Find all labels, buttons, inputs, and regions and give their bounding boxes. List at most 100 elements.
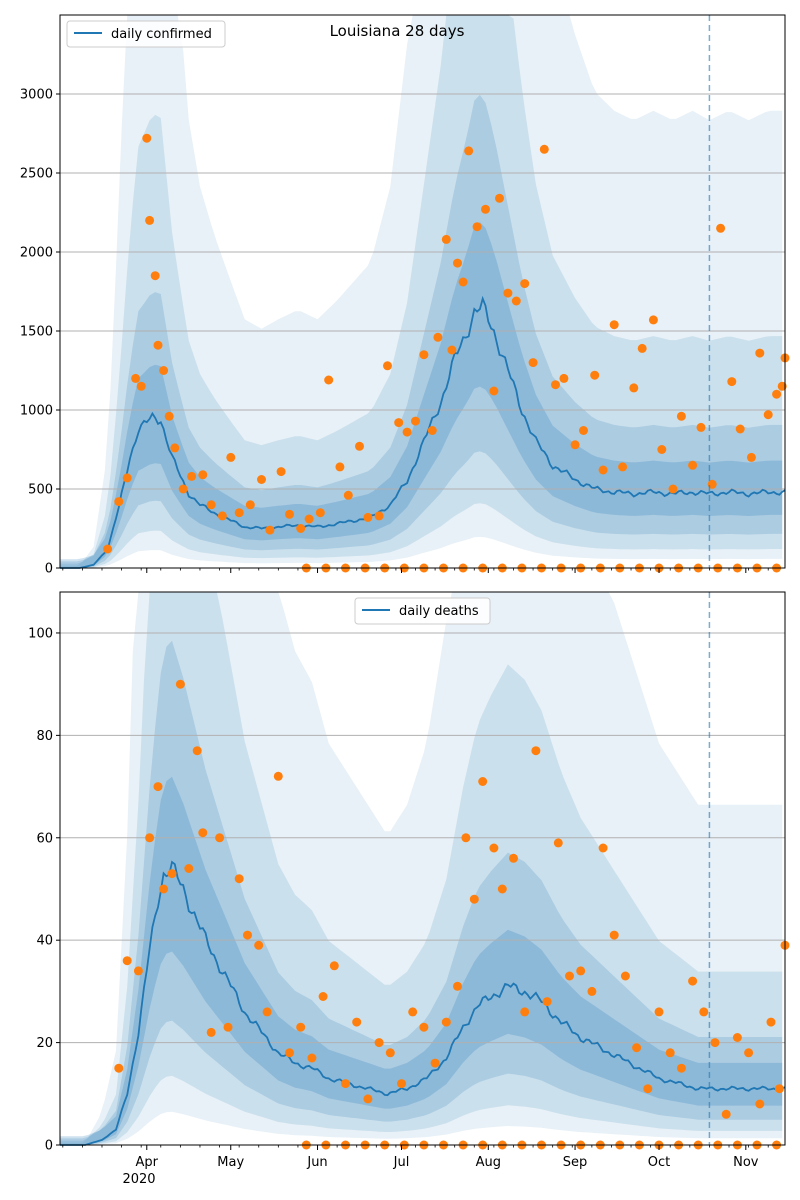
observed-point — [637, 343, 647, 353]
observed-point — [576, 966, 586, 976]
observed-point — [598, 843, 608, 853]
y-tick-label: 3000 — [20, 88, 53, 103]
observed-point — [363, 512, 373, 522]
observed-point — [363, 1094, 373, 1104]
observed-point — [296, 1022, 306, 1032]
x-tick-label: Jul — [393, 1155, 410, 1170]
observed-point — [735, 424, 745, 434]
y-axis: 0 20 40 60 80 100 — [28, 626, 60, 1154]
model-line — [60, 860, 786, 1146]
observed-point — [142, 133, 152, 143]
observed-point — [665, 1048, 675, 1058]
observed-point — [198, 470, 208, 480]
observed-point — [324, 375, 334, 385]
observed-point — [374, 511, 384, 521]
observed-point — [570, 440, 580, 450]
observed-point — [385, 1048, 395, 1058]
observed-point — [374, 1038, 384, 1048]
observed-point — [458, 277, 468, 287]
observed-point — [184, 864, 194, 873]
x-tick-label: Oct — [648, 1155, 670, 1170]
confidence-bands — [60, 15, 783, 569]
observed-point — [520, 1007, 530, 1017]
observed-point — [383, 361, 392, 371]
confidence-band — [60, 15, 783, 568]
observed-point — [307, 1053, 317, 1063]
observed-point — [503, 288, 513, 298]
observed-point — [461, 833, 471, 843]
observed-point — [206, 1027, 216, 1037]
observed-point — [520, 279, 530, 289]
observed-point — [167, 869, 177, 879]
observed-point — [609, 320, 619, 330]
observed-point — [296, 524, 306, 533]
observed-point — [587, 986, 597, 996]
observed-point — [343, 490, 353, 500]
observed-point — [755, 348, 765, 358]
observed-point — [643, 1084, 653, 1094]
observed-point — [511, 296, 521, 306]
observed-point — [234, 508, 244, 518]
observed-point — [153, 340, 163, 350]
y-gridlines — [60, 632, 785, 1044]
observed-point — [187, 471, 197, 481]
observed-point — [464, 146, 474, 156]
observed-point — [254, 940, 264, 950]
observed-point — [539, 144, 549, 154]
observed-point — [276, 467, 286, 477]
observed-point — [397, 1079, 406, 1089]
y-tick-label: 80 — [36, 729, 53, 744]
y-tick-label: 1000 — [20, 404, 53, 419]
observed-point — [192, 746, 202, 756]
observed-point — [766, 1017, 776, 1027]
observed-point — [223, 1022, 233, 1032]
observed-point — [497, 884, 507, 894]
observed-point — [103, 544, 113, 554]
observed-point — [668, 484, 678, 494]
observed-point — [318, 992, 328, 1001]
observed-point — [509, 853, 518, 863]
x-axis: Apr May Jun Jul Aug Sep Oct Nov — [62, 1145, 769, 1170]
observed-point — [145, 215, 155, 225]
model-line — [60, 295, 786, 569]
observed-point — [150, 271, 160, 281]
observed-point — [285, 1048, 294, 1058]
observed-point — [657, 445, 667, 454]
observed-point — [394, 418, 404, 428]
observed-point — [772, 389, 782, 399]
deaths-panel: 0 20 40 60 80 100 Apr May Jun Jul Aug Sep Oct Nov da… — [28, 591, 790, 1187]
observed-point — [133, 966, 143, 976]
observed-point — [234, 874, 244, 884]
observed-point — [226, 452, 236, 462]
observed-point — [727, 377, 737, 387]
observed-point — [441, 234, 451, 244]
legend-label: daily deaths — [399, 604, 479, 619]
observed-point — [472, 222, 482, 232]
observed-point — [551, 380, 560, 390]
y-tick-label: 100 — [28, 626, 53, 641]
x-axis — [62, 568, 769, 573]
observed-point — [145, 833, 155, 843]
observed-point — [304, 514, 314, 524]
legend[interactable]: daily deaths — [354, 597, 491, 625]
model-line-path — [60, 860, 786, 1146]
confidence-bands — [60, 592, 783, 1145]
legend[interactable]: daily confirmed — [66, 20, 226, 48]
observed-point — [618, 462, 628, 472]
observed-point — [777, 381, 787, 391]
observed-point — [531, 746, 541, 756]
observed-point — [609, 930, 619, 940]
observed-point — [469, 894, 479, 904]
x-axis-year-label: 2020 — [122, 1172, 155, 1187]
legend-label: daily confirmed — [111, 27, 212, 42]
observed-point — [763, 410, 773, 420]
observed-point — [355, 441, 364, 451]
x-tick-label: Apr — [136, 1155, 159, 1170]
y-tick-label: 500 — [28, 483, 53, 498]
observed-point — [746, 452, 756, 462]
plot-frame — [59, 14, 786, 569]
observed-point — [206, 500, 216, 510]
observed-point — [629, 383, 639, 393]
observed-point — [243, 930, 252, 940]
